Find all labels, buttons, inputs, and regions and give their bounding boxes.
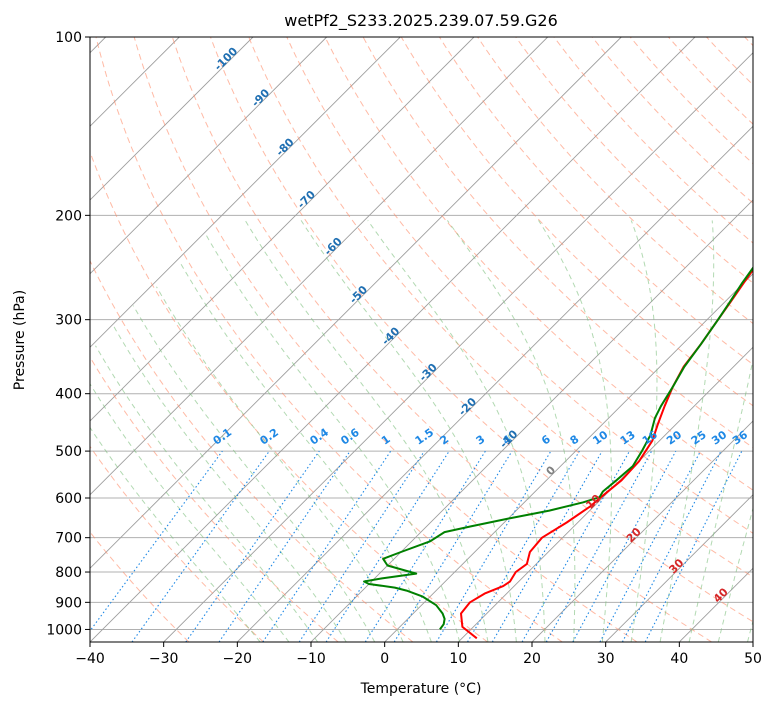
dry-adiabat-line [591,37,753,204]
dry-adiabat-line [400,37,753,407]
y-tick-label: 1000 [46,622,82,638]
plot-background [90,37,753,642]
mixing-ratio-line [521,450,630,642]
y-tick-label: 200 [55,208,82,224]
x-tick-label: −30 [149,651,179,667]
moist-adiabat-line [446,220,576,642]
y-tick-label: 700 [55,531,82,547]
dry-adiabat-line [90,259,414,642]
x-tick-label: 10 [449,651,467,667]
background-lines [90,37,753,642]
dry-adiabat-line [210,37,753,623]
dry-adiabat-line [133,37,638,642]
mixing-ratio-line [185,450,320,642]
y-tick-label: 100 [55,30,82,46]
moist-adiabat-line [156,286,404,642]
x-axis-label: Temperature (°C) [360,681,482,697]
moist-adiabat-line [367,220,546,642]
mixing-ratio-line [218,450,351,642]
x-tick-label: −20 [223,651,253,667]
x-tick-label: −40 [75,651,105,667]
isotherm-line [384,273,753,642]
dry-adiabat-line [362,37,753,449]
dry-adiabat-line [515,37,753,284]
moist-adiabat-line [630,220,658,642]
x-tick-label: 30 [597,651,615,667]
isotherm-line [605,494,753,642]
x-tick-label: 20 [523,651,541,667]
dry-adiabat-line [90,445,264,642]
isotherm-line [90,37,696,642]
mixing-ratio-line [467,450,580,642]
mixing-ratio-line [491,450,603,642]
moist-adiabat-line [90,426,261,642]
moist-adiabat-line [90,382,290,642]
isotherm-line [752,641,753,642]
y-tick-label: 300 [55,313,82,329]
dry-adiabat-line [248,37,753,578]
isotherm-line [163,52,753,642]
moist-adiabat-line [179,262,432,642]
mixing-ratio-line [545,450,653,642]
y-tick-label: 500 [55,444,82,460]
moist-adiabat-line [132,305,376,642]
plot-frame [89,36,754,643]
axes: −40 −30 −20 −10 0 10 20 30 40 50 100 200 300 400 500 60… [46,30,762,667]
isotherm-line [90,37,254,201]
mixing-ratio-line [572,450,677,642]
y-axis-label: Pressure (hPa) [12,290,28,390]
moist-adiabat-line [95,345,319,642]
isotherm-line [90,37,475,422]
chart-title: wetPf2_S233.2025.239.07.59.G26 [284,11,558,31]
y-tick-label: 800 [55,565,82,581]
x-tick-label: 40 [670,651,688,667]
moist-adiabat-line [244,220,489,642]
series-dewpoint-line [363,266,753,630]
dry-adiabat-line [171,37,712,642]
x-tick-label: −10 [296,651,326,667]
isotherm-line [531,420,753,642]
isotherm-line [90,37,622,569]
moist-adiabat-line [717,506,753,642]
moist-adiabat-line [538,220,612,642]
series-temperature-line [460,268,753,640]
mixing-ratio-line [393,450,513,642]
moist-adiabat-line [688,357,753,642]
isotherm-line [90,37,328,275]
moist-adiabat-line [300,220,517,642]
moist-adiabat-line [659,220,715,642]
dry-adiabat-line [324,37,753,491]
moist-adiabat-line [205,234,461,642]
dry-adiabat-line [477,37,753,325]
mixing-ratio-line [364,450,486,642]
y-tick-label: 600 [55,491,82,507]
dry-adiabat-line [629,37,753,165]
data-series [363,266,753,640]
y-tick-label: 900 [55,595,82,611]
isotherm-line [90,37,401,348]
mixing-ratio-line [435,450,552,642]
isotherm-line [457,346,753,642]
x-tick-label: 0 [380,651,389,667]
isotherm-line [236,125,753,642]
mixing-ratio-line [325,450,450,642]
isotherm-line [90,37,549,496]
y-tick-label: 400 [55,387,82,403]
x-tick-label: 50 [744,651,762,667]
